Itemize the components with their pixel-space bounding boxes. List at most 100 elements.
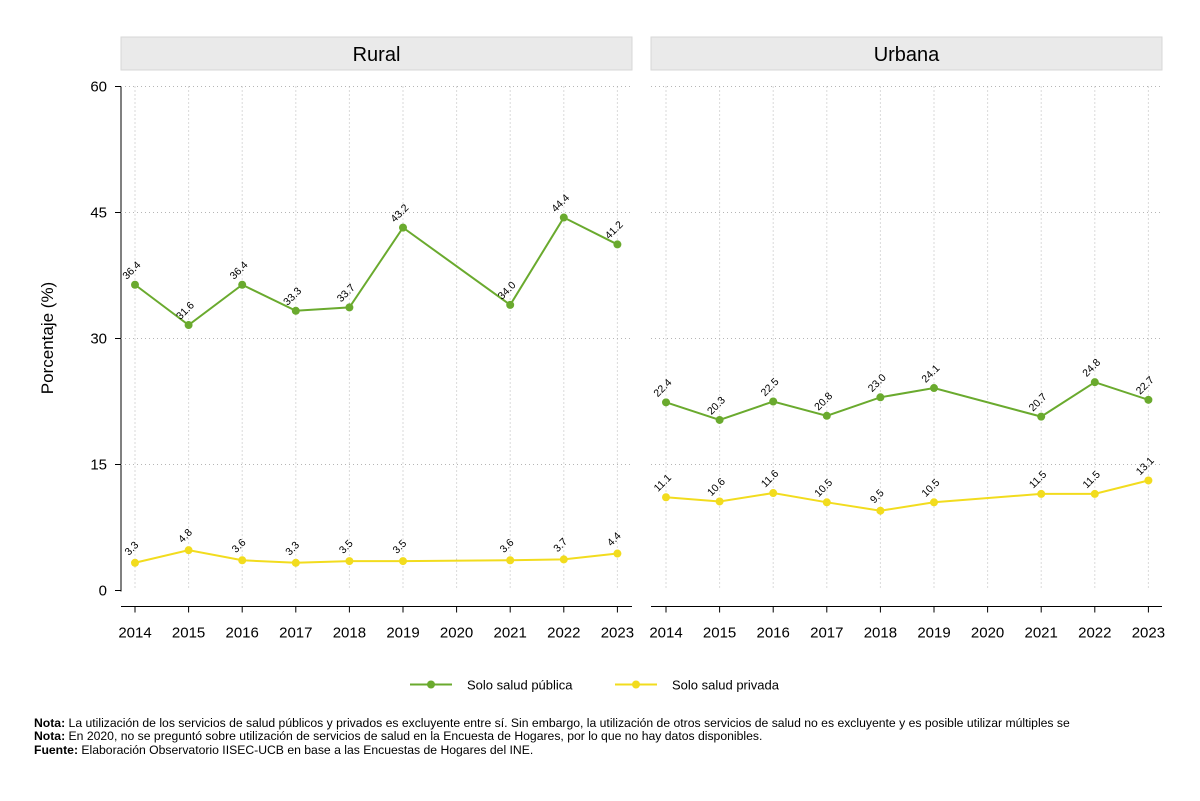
data-point xyxy=(613,240,622,249)
panel-header xyxy=(650,36,1163,71)
source-label: Fuente: xyxy=(34,742,79,757)
data-label: 11.1 xyxy=(652,472,674,494)
x-tick-label: 2022 xyxy=(1078,625,1111,642)
data-point xyxy=(876,506,885,515)
note-2-label: Nota: xyxy=(34,729,66,744)
x-tick-label: 2019 xyxy=(386,625,419,642)
data-point xyxy=(1090,489,1099,498)
data-point xyxy=(399,223,407,232)
x-tick-label: 2023 xyxy=(1132,625,1165,642)
chart: Porcentaje (%) 0 15 30 45 60 Rural 2014 2015 2016… xyxy=(38,36,1165,693)
x-tick-label: 2021 xyxy=(1025,625,1058,642)
data-label: 22.7 xyxy=(1134,374,1157,397)
source-text: Elaboración Observatorio IISEC-UCB en ba… xyxy=(78,742,534,757)
data-label: 3.3 xyxy=(122,539,141,558)
x-tick-label: 2023 xyxy=(601,625,634,642)
x-tick-label: 2018 xyxy=(864,625,897,642)
data-label: 11.6 xyxy=(759,468,781,490)
data-point xyxy=(769,397,778,406)
data-point xyxy=(184,546,193,555)
data-point xyxy=(822,411,831,420)
x-tick-label: 2016 xyxy=(226,625,259,642)
panel-rural: Rural 2014 2015 2016 2017 2018 2019 2020 2021 202… xyxy=(118,36,634,642)
data-label: 20.3 xyxy=(705,394,728,417)
x-tick-label: 2017 xyxy=(810,625,843,642)
data-label: 36.4 xyxy=(120,259,143,282)
series-line xyxy=(134,216,618,327)
legend-label: Solo salud pública xyxy=(467,678,573,693)
x-tick-label: 2015 xyxy=(172,625,205,642)
series-line xyxy=(665,479,1149,512)
data-label: 10.5 xyxy=(919,477,942,500)
data-label: 3.7 xyxy=(551,536,570,555)
x-tick-label: 2014 xyxy=(649,625,682,642)
data-label: 31.6 xyxy=(174,299,197,322)
series-line xyxy=(134,549,618,564)
panel-title: Urbana xyxy=(874,44,940,66)
panel-urbana: Urbana 2014 2015 2016 2017 2018 2019 2020 2021 20… xyxy=(649,36,1165,642)
x-tick-label: 2017 xyxy=(279,625,312,642)
data-label: 24.1 xyxy=(919,362,942,385)
panel-header xyxy=(120,36,633,71)
y-tick-label: 0 xyxy=(99,583,107,600)
data-point xyxy=(559,555,568,564)
data-point xyxy=(930,498,938,507)
data-point xyxy=(291,306,300,315)
data-point xyxy=(1144,476,1153,485)
data-point xyxy=(876,393,885,402)
y-tick-label: 30 xyxy=(90,331,107,348)
data-label: 24.8 xyxy=(1080,356,1103,379)
note-1-label: Nota: xyxy=(34,717,66,730)
data-label: 3.5 xyxy=(337,537,356,556)
data-point xyxy=(506,556,515,565)
data-label: 22.5 xyxy=(759,376,782,399)
data-label: 3.5 xyxy=(390,537,409,556)
note-2: Nota: En 2020, no se preguntó sobre util… xyxy=(34,730,1200,743)
legend-swatch-marker xyxy=(632,680,640,689)
data-label: 34.0 xyxy=(496,279,519,302)
data-point xyxy=(291,558,300,567)
note-2-text: En 2020, no se preguntó sobre utilizació… xyxy=(65,729,763,744)
legend-label: Solo salud privada xyxy=(672,678,780,693)
data-point xyxy=(769,489,778,498)
data-point xyxy=(184,321,193,330)
data-label: 22.4 xyxy=(651,377,674,400)
note-1-text: La utilización de los servicios de salud… xyxy=(65,717,1070,730)
data-label: 4.4 xyxy=(605,530,624,549)
x-tick-label: 2014 xyxy=(118,625,151,642)
note-1: Nota: La utilización de los servicios de… xyxy=(34,717,1200,730)
data-label: 23.0 xyxy=(866,372,889,395)
data-point xyxy=(1144,395,1153,404)
x-tick-label: 2019 xyxy=(917,625,950,642)
data-point xyxy=(1090,378,1099,387)
source-note: Fuente: Elaboración Observatorio IISEC-U… xyxy=(34,742,1200,757)
data-label: 3.6 xyxy=(230,537,249,556)
data-label: 3.3 xyxy=(283,539,302,558)
x-tick-label: 2015 xyxy=(703,625,736,642)
panel-title: Rural xyxy=(353,44,401,66)
data-label: 36.4 xyxy=(228,259,251,282)
data-label: 43.2 xyxy=(388,202,411,225)
data-label: 4.8 xyxy=(176,527,195,546)
data-point xyxy=(238,556,247,565)
data-point xyxy=(613,549,622,558)
data-label: 44.4 xyxy=(549,192,572,215)
data-point xyxy=(1037,412,1046,421)
data-label: 3.6 xyxy=(498,537,517,556)
x-tick-label: 2018 xyxy=(333,625,366,642)
data-point xyxy=(506,300,515,309)
data-label: 20.7 xyxy=(1027,391,1050,414)
data-point xyxy=(662,493,670,502)
data-point xyxy=(238,280,247,289)
y-axis-label: Porcentaje (%) xyxy=(38,282,57,394)
data-label: 11.5 xyxy=(1080,468,1102,490)
data-point xyxy=(715,415,724,424)
data-label: 13.1 xyxy=(1134,455,1157,478)
y-tick-label: 45 xyxy=(90,205,107,222)
data-point xyxy=(131,280,139,289)
x-tick-label: 2021 xyxy=(494,625,527,642)
data-point xyxy=(930,384,938,393)
notes: Nota: La utilización de los servicios de… xyxy=(34,717,1200,757)
data-label: 9.5 xyxy=(868,487,887,506)
x-tick-label: 2020 xyxy=(440,625,473,642)
